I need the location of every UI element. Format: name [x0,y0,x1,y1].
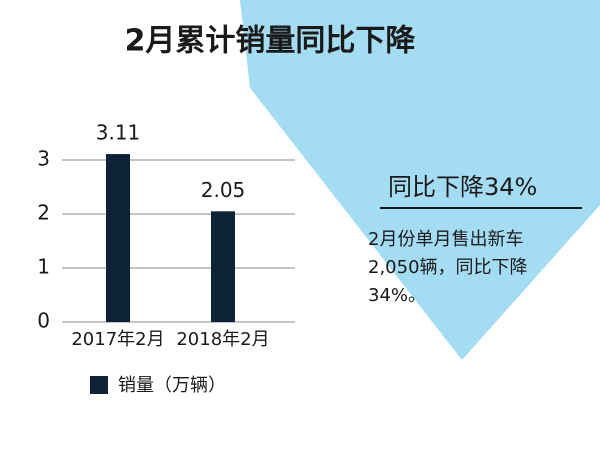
data-label: 2.05 [201,178,246,202]
bar [106,154,130,322]
y-tick-label: 2 [37,201,50,225]
legend-label: 销量（万辆） [118,375,226,396]
y-tick-label: 1 [37,255,50,279]
arrow-decoration [240,0,600,360]
annotation-line: 34%。 [368,285,426,306]
bar [211,211,235,322]
y-tick-label: 3 [37,147,50,171]
legend-swatch [90,376,108,394]
annotation-heading: 同比下降34% [388,173,537,201]
annotation-line: 2,050辆，同比下降 [368,257,528,278]
x-tick-label: 2017年2月 [71,329,164,350]
y-tick-label: 0 [37,309,50,333]
chart-title: 2月累计销量同比下降 [125,24,417,59]
data-label: 3.11 [96,121,141,145]
annotation-line: 2月份单月售出新车 [368,229,523,250]
x-tick-label: 2018年2月 [176,329,269,350]
